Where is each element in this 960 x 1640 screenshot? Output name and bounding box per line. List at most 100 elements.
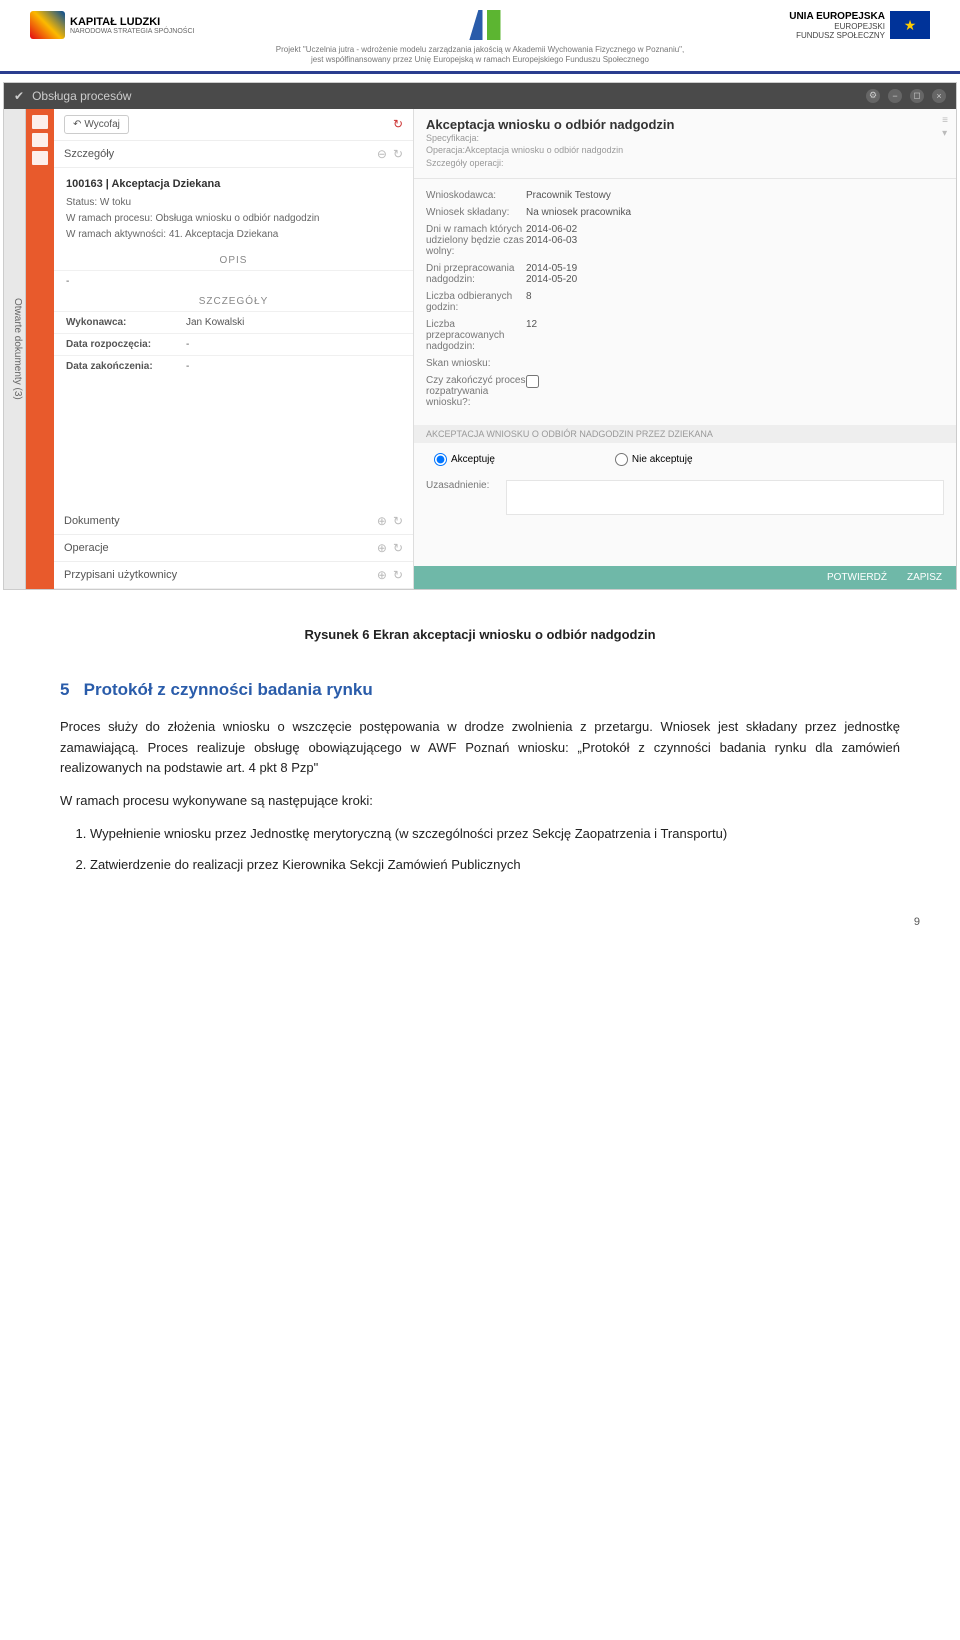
liczba-odb-val: 8	[526, 291, 944, 313]
minimize-icon[interactable]: −	[888, 89, 902, 103]
section-heading: 5 Protokół z czynności badania rynku	[60, 676, 900, 703]
nie-akceptuje-radio[interactable]	[615, 453, 628, 466]
akceptuje-option[interactable]: Akceptuję	[434, 453, 495, 466]
plus-icon-3[interactable]: ⊕	[377, 568, 387, 582]
czy-key: Czy zakończyć proces rozpatrywania wnios…	[426, 375, 526, 408]
akt-value: 41. Akceptacja Dziekana	[169, 229, 279, 240]
orange-nav	[26, 109, 54, 589]
page-number: 9	[0, 906, 960, 938]
nie-akceptuje-option[interactable]: Nie akceptuję	[615, 453, 693, 466]
paragraph-1: Proces służy do złożenia wniosku o wszcz…	[60, 717, 900, 779]
wycofaj-row: ↶ Wycofaj ↻	[54, 109, 413, 141]
uzasadnienie-label: Uzasadnienie:	[426, 480, 506, 515]
radio-row: Akceptuję Nie akceptuję	[414, 443, 956, 476]
data-rozp-key: Data rozpoczęcia:	[66, 339, 186, 350]
app-titlebar: ✔ Obsługa procesów ⚙ − ◻ ×	[4, 83, 956, 109]
dokumenty-row[interactable]: Dokumenty ⊕ ↻	[54, 508, 413, 535]
menu-icon[interactable]: ≡	[942, 115, 948, 126]
op-label: Operacja:	[426, 145, 465, 155]
check-icon: ✔	[14, 89, 24, 103]
document-body: Rysunek 6 Ekran akceptacji wniosku o odb…	[0, 593, 960, 906]
opis-header: OPIS	[54, 251, 413, 270]
paragraph-2: W ramach procesu wykonywane są następują…	[60, 791, 900, 812]
plus-icon[interactable]: ⊕	[377, 514, 387, 528]
close-icon[interactable]: ×	[932, 89, 946, 103]
eu-flag-icon: ★	[890, 11, 930, 39]
refresh-icon[interactable]: ↻	[393, 117, 403, 131]
akceptuje-radio[interactable]	[434, 453, 447, 466]
wniosek-val: Na wniosek pracownika	[526, 207, 944, 218]
data-zak-val: -	[186, 361, 189, 372]
proces-label: W ramach procesu:	[66, 213, 153, 224]
operacje-row[interactable]: Operacje ⊕↻	[54, 535, 413, 562]
collapse-icon[interactable]: ⊖	[377, 147, 387, 161]
szczegoly-header[interactable]: Szczegóły ⊖ ↻	[54, 141, 413, 168]
liczba-odb-key: Liczba odbieranych godzin:	[426, 291, 526, 313]
right-title: Akceptacja wniosku o odbiór nadgodzin	[426, 117, 944, 132]
dokumenty-label: Dokumenty	[64, 515, 377, 527]
gear-icon[interactable]: ⚙	[866, 89, 880, 103]
szcz-op-label: Szczegóły operacji:	[426, 158, 504, 168]
list-item-2: Zatwierdzenie do realizacji przez Kierow…	[90, 855, 900, 876]
wnioskodawca-key: Wnioskodawca:	[426, 190, 526, 201]
section-number: 5	[60, 680, 69, 699]
eu-sub1: EUROPEJSKI	[789, 22, 885, 31]
right-panel-icons: ≡ ▾	[942, 115, 948, 139]
awf-logo-icon	[469, 10, 514, 40]
data-zak-row: Data zakończenia:-	[54, 355, 413, 377]
right-header: Akceptacja wniosku o odbiór nadgodzin Sp…	[414, 109, 956, 179]
przypisani-label: Przypisani użytkownicy	[64, 569, 377, 581]
wycofaj-label: Wycofaj	[84, 119, 119, 130]
data-rozp-val: -	[186, 339, 189, 350]
nav-item-3[interactable]	[32, 151, 48, 165]
maximize-icon[interactable]: ◻	[910, 89, 924, 103]
nav-item-1[interactable]	[32, 115, 48, 129]
potwierdz-button[interactable]: POTWIERDŹ	[827, 572, 887, 583]
eu-title: UNIA EUROPEJSKA	[789, 11, 885, 22]
sidebar-tab[interactable]: Otwarte dokumenty (3)	[4, 109, 26, 589]
status-value: W toku	[100, 197, 131, 208]
plus-icon-2[interactable]: ⊕	[377, 541, 387, 555]
detail-box: 100163 | Akceptacja Dziekana Status: W t…	[54, 168, 413, 252]
refresh-icon-3[interactable]: ↻	[393, 514, 403, 528]
refresh-icon-2[interactable]: ↻	[393, 147, 403, 161]
uzasadnienie-row: Uzasadnienie:	[414, 476, 956, 535]
opis-dash: -	[54, 270, 413, 292]
logo-eu: UNIA EUROPEJSKA EUROPEJSKI FUNDUSZ SPOŁE…	[789, 11, 930, 40]
szczegoly-label: Szczegóły	[64, 148, 377, 160]
header-subtext2: jest współfinansowany przez Unię Europej…	[30, 55, 930, 65]
section-title: Protokół z czynności badania rynku	[84, 680, 373, 699]
header-subtext1: Projekt "Uczelnia jutra - wdrożenie mode…	[30, 45, 930, 55]
form-area: Wnioskodawca:Pracownik Testowy Wniosek s…	[414, 179, 956, 419]
wniosek-key: Wniosek składany:	[426, 207, 526, 218]
wykonawca-row: Wykonawca:Jan Kowalski	[54, 311, 413, 333]
dni-nad-key: Dni przepracowania nadgodzin:	[426, 263, 526, 285]
dni-wolny-key: Dni w ramach których udzielony będzie cz…	[426, 224, 526, 257]
wycofaj-button[interactable]: ↶ Wycofaj	[64, 115, 129, 134]
nav-item-2[interactable]	[32, 133, 48, 147]
logo-kapital: KAPITAŁ LUDZKI NARODOWA STRATEGIA SPÓJNO…	[30, 11, 194, 39]
przypisani-row[interactable]: Przypisani użytkownicy ⊕ ↻	[54, 562, 413, 589]
app-frame: ✔ Obsługa procesów ⚙ − ◻ × Otwarte dokum…	[3, 82, 957, 590]
szczegoly-subheader: SZCZEGÓŁY	[54, 292, 413, 311]
right-panel: ≡ ▾ Akceptacja wniosku o odbiór nadgodzi…	[414, 109, 956, 589]
left-panel: ↶ Wycofaj ↻ Szczegóły ⊖ ↻ 100163 | Akcept…	[54, 109, 414, 589]
akt-label: W ramach aktywności:	[66, 229, 166, 240]
chevron-down-icon[interactable]: ▾	[942, 128, 948, 139]
czy-checkbox[interactable]	[526, 375, 539, 388]
task-title: 100163 | Akceptacja Dziekana	[66, 176, 401, 194]
dni-wolny-val: 2014-06-02 2014-06-03	[526, 224, 944, 257]
wykonawca-val: Jan Kowalski	[186, 317, 244, 328]
zapisz-button[interactable]: ZAPISZ	[907, 572, 942, 583]
app-body: Otwarte dokumenty (3) ↶ Wycofaj ↻ Szczeg…	[4, 109, 956, 589]
list-item-1: Wypełnienie wniosku przez Jednostkę mery…	[90, 824, 900, 845]
right-footer: POTWIERDŹ ZAPISZ	[414, 566, 956, 589]
kapital-icon	[30, 11, 65, 39]
steps-list: Wypełnienie wniosku przez Jednostkę mery…	[60, 824, 900, 876]
uzasadnienie-input[interactable]	[506, 480, 944, 515]
refresh-icon-5[interactable]: ↻	[393, 568, 403, 582]
liczba-prz-key: Liczba przepracowanych nadgodzin:	[426, 319, 526, 352]
refresh-icon-4[interactable]: ↻	[393, 541, 403, 555]
document-header: KAPITAŁ LUDZKI NARODOWA STRATEGIA SPÓJNO…	[0, 0, 960, 74]
undo-icon: ↶	[73, 119, 81, 130]
